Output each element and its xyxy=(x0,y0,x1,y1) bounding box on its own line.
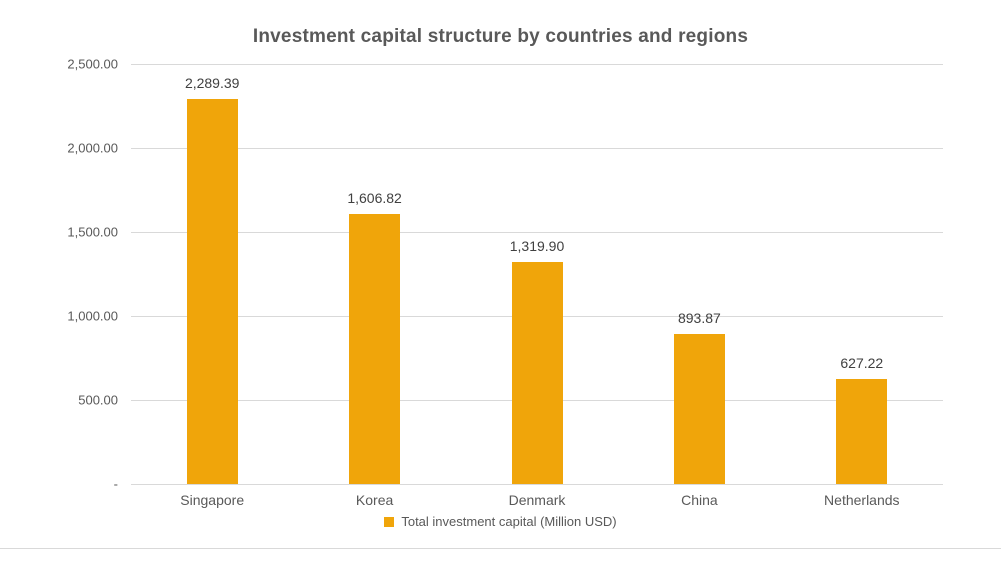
y-tick-label: 1,500.00 xyxy=(67,224,118,240)
chart-title: Investment capital structure by countrie… xyxy=(252,26,749,47)
legend: Total investment capital (Million USD) xyxy=(0,514,1001,529)
bar-korea xyxy=(349,214,401,484)
legend-marker-square xyxy=(384,516,395,527)
gridline xyxy=(131,232,943,233)
y-tick-label: 500.00 xyxy=(78,392,118,408)
gridline xyxy=(131,484,943,485)
gridline xyxy=(131,64,943,65)
x-tick-label: Denmark xyxy=(508,492,566,508)
bar-singapore xyxy=(186,99,238,484)
x-tick-label: Singapore xyxy=(180,492,245,508)
y-axis-tick-labels: 2,500.00 2,000.00 1,500.00 1,000.00 500.00 - xyxy=(0,57,118,492)
gridline xyxy=(131,148,943,149)
bar-netherlands xyxy=(836,378,888,484)
x-tick-label: Netherlands xyxy=(824,492,900,508)
plot-area: 2,289.39 1,606.82 1,319.90 893.87 627.22 xyxy=(131,64,943,485)
bar-value-label: 1,606.82 xyxy=(347,190,402,207)
bar-value-label: 2,289.39 xyxy=(184,75,240,92)
bar-value-label: 1,319.90 xyxy=(509,238,565,255)
y-tick-label: 2,000.00 xyxy=(67,140,118,156)
bar-value-label: 627.22 xyxy=(840,354,884,371)
y-tick-label: 1,000.00 xyxy=(67,308,118,324)
bottom-divider-line xyxy=(0,548,1001,549)
y-tick-label: 2,500.00 xyxy=(67,56,118,72)
x-axis-category-labels: Singapore Korea Denmark China Netherlands xyxy=(131,492,943,512)
bar-china xyxy=(673,333,725,484)
x-tick-label: China xyxy=(681,492,718,508)
bar-denmark xyxy=(511,262,563,484)
legend-series-label: Total investment capital (Million USD) xyxy=(401,514,617,529)
bar-value-label: 893.87 xyxy=(677,309,721,326)
x-tick-label: Korea xyxy=(355,492,394,508)
y-tick-label: - xyxy=(113,476,118,492)
